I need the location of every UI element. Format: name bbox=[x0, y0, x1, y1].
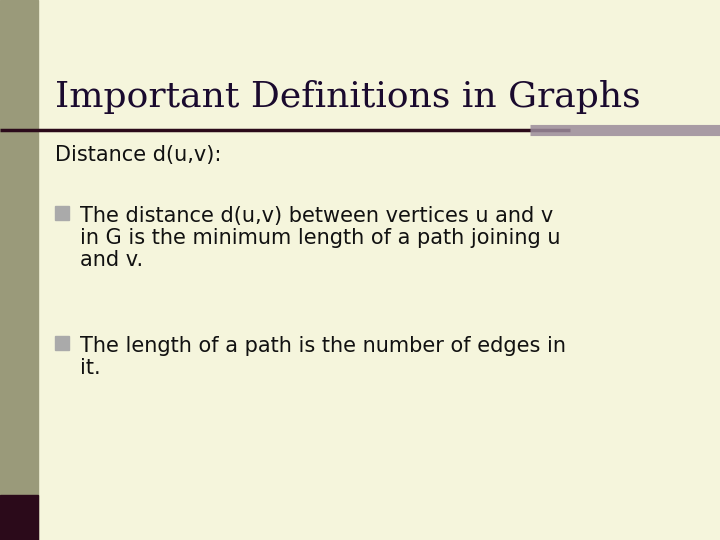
Text: and v.: and v. bbox=[80, 250, 143, 270]
Bar bbox=[55, 336, 69, 350]
Text: Important Definitions in Graphs: Important Definitions in Graphs bbox=[55, 80, 641, 114]
Bar bbox=[55, 206, 69, 220]
Text: Distance d(u,v):: Distance d(u,v): bbox=[55, 145, 221, 165]
Text: it.: it. bbox=[80, 358, 101, 378]
Text: in G is the minimum length of a path joining u: in G is the minimum length of a path joi… bbox=[80, 228, 560, 248]
Bar bbox=[0, 0, 38, 540]
Text: The distance d(u,v) between vertices u and v: The distance d(u,v) between vertices u a… bbox=[80, 206, 553, 226]
Text: The length of a path is the number of edges in: The length of a path is the number of ed… bbox=[80, 336, 566, 356]
Bar bbox=[0, 495, 38, 540]
